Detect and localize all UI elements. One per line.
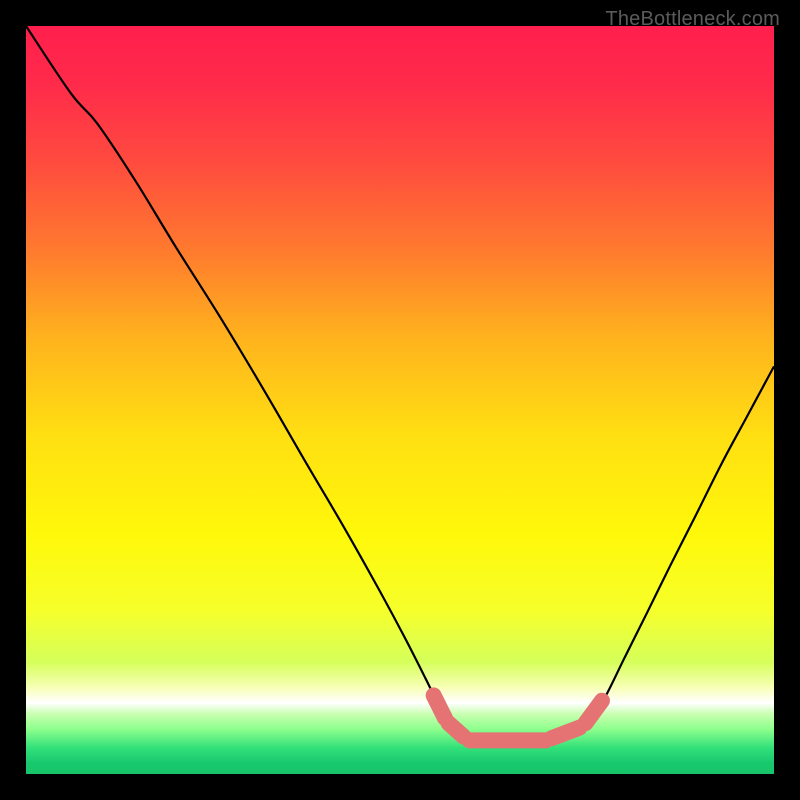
chart-canvas: TheBottleneck.com — [0, 0, 800, 800]
valley-marker-segment-4 — [586, 701, 602, 723]
watermark-text: TheBottleneck.com — [605, 8, 780, 31]
plot-area — [26, 26, 774, 774]
curve-right — [594, 366, 774, 715]
valley-marker-segment-3 — [552, 728, 580, 738]
valley-marker-segment-0 — [434, 695, 445, 717]
valley-marker-segment-1 — [449, 723, 464, 736]
curves-layer — [26, 26, 774, 774]
curve-left — [26, 26, 441, 710]
